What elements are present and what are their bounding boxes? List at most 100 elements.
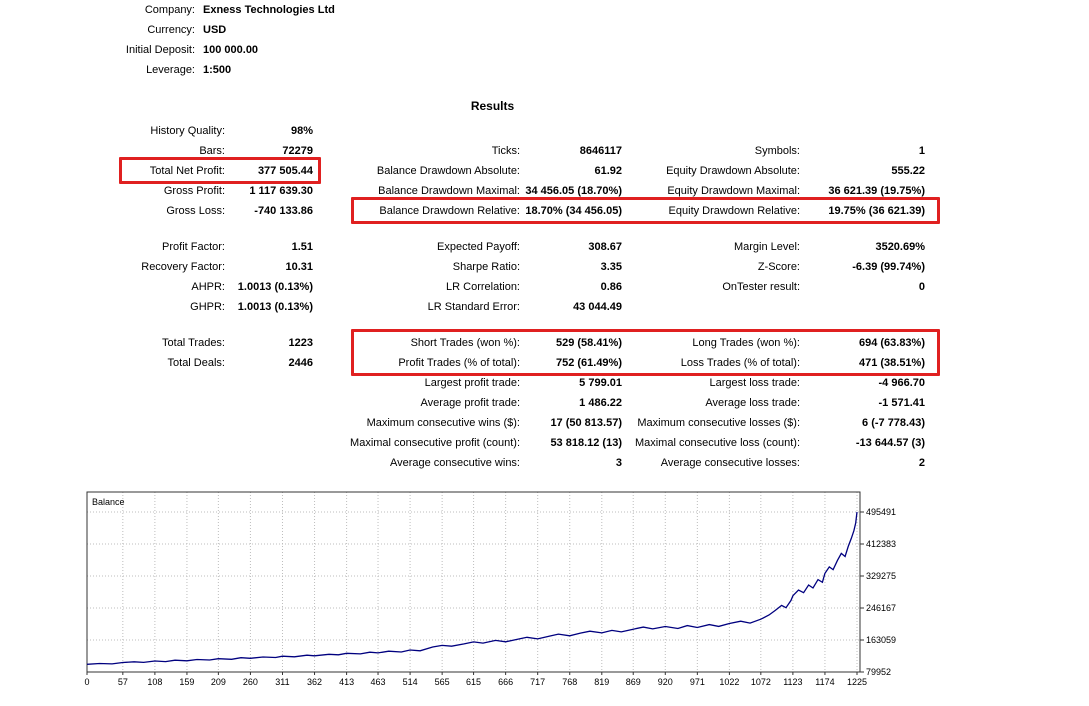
right-stat-value: 2 [918, 457, 925, 469]
x-tick-label: 1174 [815, 677, 834, 687]
mid-stat-value: 61.92 [594, 165, 622, 177]
right-stat-label: Largest loss trade: [709, 377, 801, 389]
right-stat-value: 1 [918, 145, 925, 157]
results-row: Average profit trade: 1 486.22 Average los… [0, 393, 1000, 413]
currency-row: Currency: USD [0, 20, 600, 40]
initial-deposit-row: Initial Deposit: 100 000.00 [0, 40, 600, 60]
leverage-value: 1:500 [203, 64, 232, 76]
right-stat-value: 36 621.39 (19.75%) [828, 185, 925, 197]
mid-stat-label: Maximum consecutive wins ($): [366, 417, 520, 429]
results-row: Gross Loss: -740 133.86 Balance Drawdown R… [0, 201, 1000, 221]
right-stat-value: -4 966.70 [878, 377, 925, 389]
leverage-row: Leverage: 1:500 [0, 60, 600, 80]
results-row: Average consecutive wins: 3 Average consec… [0, 453, 1000, 473]
x-tick-label: 819 [594, 677, 609, 687]
left-stat-label: Total Trades: [162, 337, 225, 349]
right-stat-label: Equity Drawdown Maximal: [667, 185, 800, 197]
y-tick-label: 329275 [866, 571, 896, 581]
results-row: Bars: 72279 Ticks: 8646117 Symbols: 1 [0, 141, 1000, 161]
left-stat-value: 1223 [288, 337, 313, 349]
currency-label: Currency: [147, 24, 195, 36]
right-stat-value: 694 (63.83%) [858, 337, 925, 349]
mid-stat-label: Short Trades (won %): [410, 337, 520, 349]
right-stat-label: Loss Trades (% of total): [680, 357, 800, 369]
company-value: Exness Technologies Ltd [203, 4, 335, 16]
mid-stat-value: 0.86 [600, 281, 622, 293]
left-stat-value: 1.0013 (0.13%) [237, 281, 313, 293]
right-stat-value: 6 (-7 778.43) [862, 417, 925, 429]
right-stat-label: Margin Level: [733, 241, 800, 253]
mid-stat-value: 308.67 [588, 241, 622, 253]
mid-stat-value: 8646117 [579, 145, 622, 157]
mid-stat-label: Largest profit trade: [424, 377, 520, 389]
left-stat-value: 1.0013 (0.13%) [237, 301, 313, 313]
right-stat-label: Maximal consecutive loss (count): [634, 437, 800, 449]
x-tick-label: 311 [275, 677, 289, 687]
mid-stat-label: Average consecutive wins: [389, 457, 520, 469]
left-stat-label: Gross Loss: [166, 205, 225, 217]
balance-chart-svg: 0 57 108 159 209 260 311 362 413 463 514 565 615 666 7… [84, 491, 896, 687]
x-tick-label: 108 [147, 677, 162, 687]
results-row: Total Deals: 2446 Profit Trades (% of tota… [0, 353, 1000, 373]
mid-stat-value: 43 044.49 [573, 301, 622, 313]
right-stat-value: -6.39 (99.74%) [852, 261, 925, 273]
right-stat-label: OnTester result: [722, 281, 800, 293]
x-tick-label: 1225 [847, 677, 867, 687]
x-tick-label: 159 [179, 677, 194, 687]
left-stat-label: History Quality: [150, 125, 225, 137]
left-stat-label: Profit Factor: [162, 241, 225, 253]
company-row: Company: Exness Technologies Ltd [0, 0, 600, 20]
right-stat-value: -1 571.41 [878, 397, 925, 409]
mid-stat-label: LR Standard Error: [427, 301, 520, 313]
x-tick-label: 362 [307, 677, 322, 687]
mid-stat-value: 3.35 [600, 261, 622, 273]
results-title: Results [470, 99, 515, 113]
mid-stat-value: 1 486.22 [579, 397, 622, 409]
results-row [0, 221, 1000, 237]
y-tick-label: 79952 [866, 667, 891, 677]
left-stat-value: 10.31 [285, 261, 313, 273]
mid-stat-label: Profit Trades (% of total): [398, 357, 520, 369]
left-stat-label: Gross Profit: [163, 185, 225, 197]
left-stat-label: Total Deals: [167, 357, 225, 369]
results-row: Recovery Factor: 10.31 Sharpe Ratio: 3.35 Z-… [0, 257, 1000, 277]
results-row: Maximal consecutive profit (count): 53 81… [0, 433, 1000, 453]
results-row: Total Net Profit: 377 505.44 Balance Drawd… [0, 161, 1000, 181]
mid-stat-value: 18.70% (34 456.05) [525, 205, 622, 217]
currency-value: USD [203, 24, 227, 36]
right-stat-value: -13 644.57 (3) [855, 437, 925, 449]
company-label: Company: [144, 4, 195, 16]
right-stat-label: Long Trades (won %): [692, 337, 800, 349]
mid-stat-label: LR Correlation: [446, 281, 520, 293]
left-stat-value: 98% [290, 125, 313, 137]
x-tick-label: 260 [243, 677, 258, 687]
left-stat-value: 2446 [288, 357, 313, 369]
x-tick-label: 209 [211, 677, 226, 687]
balance-series-line [86, 511, 858, 665]
right-stat-label: Z-Score: [757, 261, 800, 273]
left-stat-label: Recovery Factor: [141, 261, 225, 273]
mid-stat-value: 752 (61.49%) [555, 357, 622, 369]
mid-stat-value: 17 (50 813.57) [550, 417, 622, 429]
mid-stat-label: Ticks: [491, 145, 520, 157]
right-stat-value: 471 (38.51%) [858, 357, 925, 369]
x-tick-label: 717 [530, 677, 545, 687]
left-stat-value: 72279 [282, 145, 313, 157]
results-row: Maximum consecutive wins ($): 17 (50 813.… [0, 413, 1000, 433]
mid-stat-value: 34 456.05 (18.70%) [525, 185, 622, 197]
mid-stat-value: 53 818.12 (13) [550, 437, 622, 449]
right-stat-label: Equity Drawdown Absolute: [666, 165, 800, 177]
x-tick-label: 463 [371, 677, 386, 687]
mid-stat-label: Balance Drawdown Relative: [379, 205, 520, 217]
right-stat-value: 19.75% (36 621.39) [828, 205, 925, 217]
right-stat-value: 0 [918, 281, 925, 293]
mid-stat-value: 5 799.01 [579, 377, 622, 389]
x-tick-label: 666 [498, 677, 513, 687]
left-stat-label: AHPR: [191, 281, 225, 293]
left-stat-value: 1 117 639.30 [249, 185, 313, 197]
mid-stat-value: 3 [615, 457, 622, 469]
x-tick-label: 0 [84, 677, 89, 687]
right-stat-label: Average consecutive losses: [660, 457, 800, 469]
mid-stat-value: 529 (58.41%) [555, 337, 622, 349]
x-tick-label: 920 [658, 677, 673, 687]
